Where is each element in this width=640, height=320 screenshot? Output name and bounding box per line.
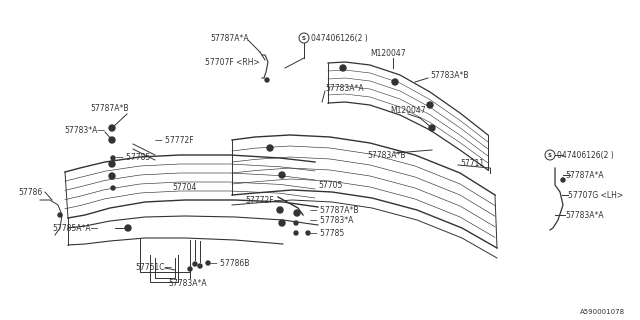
Text: 57783A*B: 57783A*B [367,150,406,159]
Circle shape [125,225,131,231]
Text: 57787A*A: 57787A*A [210,34,248,43]
Circle shape [109,173,115,179]
Text: 57707G <LH>: 57707G <LH> [568,190,623,199]
Circle shape [111,156,115,160]
Text: 57787A*A: 57787A*A [565,171,604,180]
Text: M120047: M120047 [370,49,406,58]
Circle shape [109,161,115,167]
Circle shape [392,79,398,85]
Text: 57751C—: 57751C— [135,263,172,273]
Text: — 57772F: — 57772F [155,135,194,145]
Text: — 57783*A: — 57783*A [310,215,353,225]
Circle shape [294,210,300,216]
Circle shape [193,262,197,266]
Circle shape [279,172,285,178]
Circle shape [109,137,115,143]
Text: — 57787A*B: — 57787A*B [310,205,358,214]
Circle shape [561,178,565,182]
Text: 57787A*B: 57787A*B [90,103,129,113]
Text: — 57785: — 57785 [310,228,344,237]
Text: — 57785: — 57785 [116,153,150,162]
Circle shape [267,145,273,151]
Circle shape [427,102,433,108]
Circle shape [111,186,115,190]
Text: 57783A*A: 57783A*A [565,211,604,220]
Circle shape [294,221,298,225]
Text: 57783A*A: 57783A*A [168,278,207,287]
Text: S: S [548,153,552,157]
Text: 57783A*B: 57783A*B [430,70,468,79]
Text: — 57786B: — 57786B [210,260,250,268]
Circle shape [277,207,283,213]
Text: 047406126(2 ): 047406126(2 ) [557,150,614,159]
Text: 57704: 57704 [172,182,196,191]
Text: 57772F—: 57772F— [245,196,281,204]
Circle shape [109,125,115,131]
Circle shape [279,220,285,226]
Text: 57785A*A—: 57785A*A— [52,223,99,233]
Circle shape [306,231,310,235]
Text: 57711: 57711 [460,158,484,167]
Circle shape [340,65,346,71]
Circle shape [265,78,269,82]
Text: M120047: M120047 [390,106,426,115]
Text: A590001078: A590001078 [580,309,625,315]
Text: S: S [302,36,306,41]
Text: 57707F <RH>: 57707F <RH> [205,58,260,67]
Text: 57705: 57705 [318,180,342,189]
Circle shape [188,267,192,271]
Circle shape [206,261,210,265]
Circle shape [294,231,298,235]
Circle shape [58,213,62,217]
Text: 57783*A—: 57783*A— [64,125,105,134]
Text: 57783A*A: 57783A*A [325,84,364,92]
Text: 57786: 57786 [18,188,42,196]
Circle shape [198,264,202,268]
Circle shape [429,125,435,131]
Text: 047406126(2 ): 047406126(2 ) [311,34,368,43]
